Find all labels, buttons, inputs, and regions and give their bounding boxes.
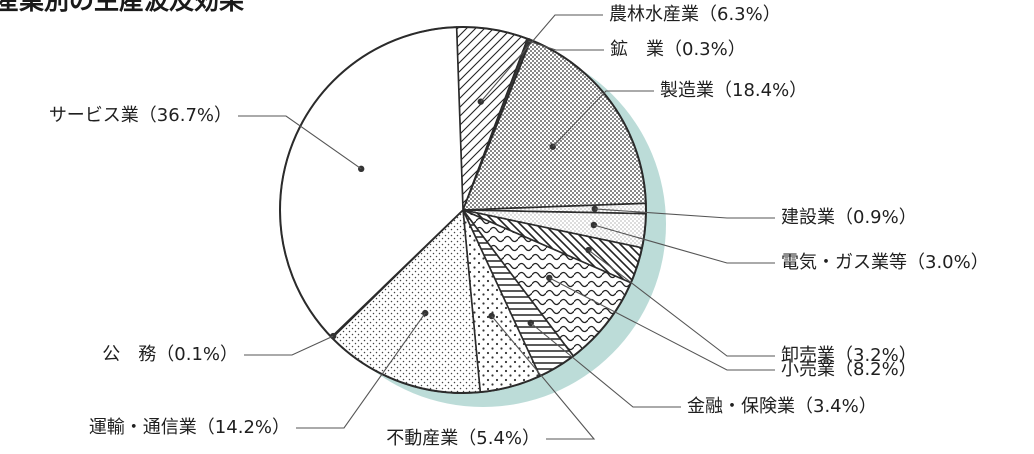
slice-label-1: 鉱 業（0.3%） <box>610 39 746 60</box>
leader-line-3 <box>594 208 775 219</box>
slice-label-5: 卸売業（3.2%） <box>781 345 917 366</box>
leader-line-8 <box>491 315 596 440</box>
slice-label-6: 小売業（8.2%） <box>781 359 917 380</box>
leader-line-10 <box>244 335 334 356</box>
leader-line-0 <box>480 14 603 103</box>
leader-line-2 <box>552 90 654 148</box>
slice-label-11: サービス業（36.7%） <box>49 105 232 126</box>
leader-line-9 <box>296 312 426 429</box>
slice-label-10: 公 務（0.1%） <box>102 344 238 365</box>
slice-label-4: 電気・ガス業等（3.0%） <box>781 252 989 273</box>
leader-line-7 <box>530 322 681 408</box>
leader-lines <box>238 14 775 440</box>
leader-line-6 <box>549 277 775 371</box>
slice-label-9: 運輸・通信業（14.2%） <box>89 417 290 438</box>
slice-label-7: 金融・保険業（3.4%） <box>687 396 877 417</box>
pie-slices <box>279 26 647 394</box>
slice-label-8: 不動産業（5.4%） <box>386 428 540 449</box>
slice-labels: 農林水産業（6.3%） 鉱 業（0.3%） 製造業（18.4%） 建設業（0.9%） 電… <box>49 4 989 449</box>
leader-line-1 <box>528 40 604 51</box>
leader-line-11 <box>238 115 362 170</box>
slice-label-0: 農林水産業（6.3%） <box>609 4 781 25</box>
leader-line-4 <box>593 224 775 264</box>
slice-label-3: 建設業（0.9%） <box>781 207 917 228</box>
chart-title: 産業別の生産波及効果 <box>0 0 244 15</box>
pie-outline <box>279 26 647 394</box>
slice-label-2: 製造業（18.4%） <box>660 80 807 101</box>
leader-line-5 <box>588 249 775 357</box>
